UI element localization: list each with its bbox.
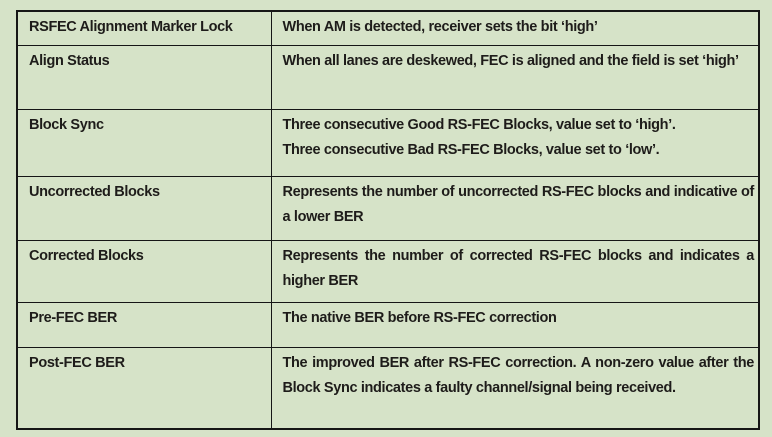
term-cell: Pre-FEC BER — [16, 301, 272, 348]
description-cell: Represents the number of uncorrected RS-… — [270, 175, 760, 241]
table-row: RSFEC Alignment Marker Lock When AM is d… — [16, 10, 760, 46]
description-cell: When AM is detected, receiver sets the b… — [270, 10, 760, 46]
table-row: Post-FEC BER The improved BER after RS-F… — [16, 346, 760, 430]
term-cell: Corrected Blocks — [16, 239, 272, 303]
table-row: Uncorrected Blocks Represents the number… — [16, 175, 760, 241]
term-cell: Align Status — [16, 44, 272, 110]
table-row: Block Sync Three consecutive Good RS-FEC… — [16, 108, 760, 177]
description-cell: Represents the number of corrected RS-FE… — [270, 239, 760, 303]
term-cell: RSFEC Alignment Marker Lock — [16, 10, 272, 46]
table-row: Align Status When all lanes are deskewed… — [16, 44, 760, 110]
term-cell: Uncorrected Blocks — [16, 175, 272, 241]
definition-table: RSFEC Alignment Marker Lock When AM is d… — [16, 10, 760, 430]
table-row: Pre-FEC BER The native BER before RS-FEC… — [16, 301, 760, 348]
description-cell: The native BER before RS-FEC correction — [270, 301, 760, 348]
table-row: Corrected Blocks Represents the number o… — [16, 239, 760, 303]
description-cell: Three consecutive Good RS-FEC Blocks, va… — [270, 108, 760, 177]
description-cell: When all lanes are deskewed, FEC is alig… — [270, 44, 760, 110]
description-cell: The improved BER after RS-FEC correction… — [270, 346, 760, 430]
term-cell: Block Sync — [16, 108, 272, 177]
term-cell: Post-FEC BER — [16, 346, 272, 430]
